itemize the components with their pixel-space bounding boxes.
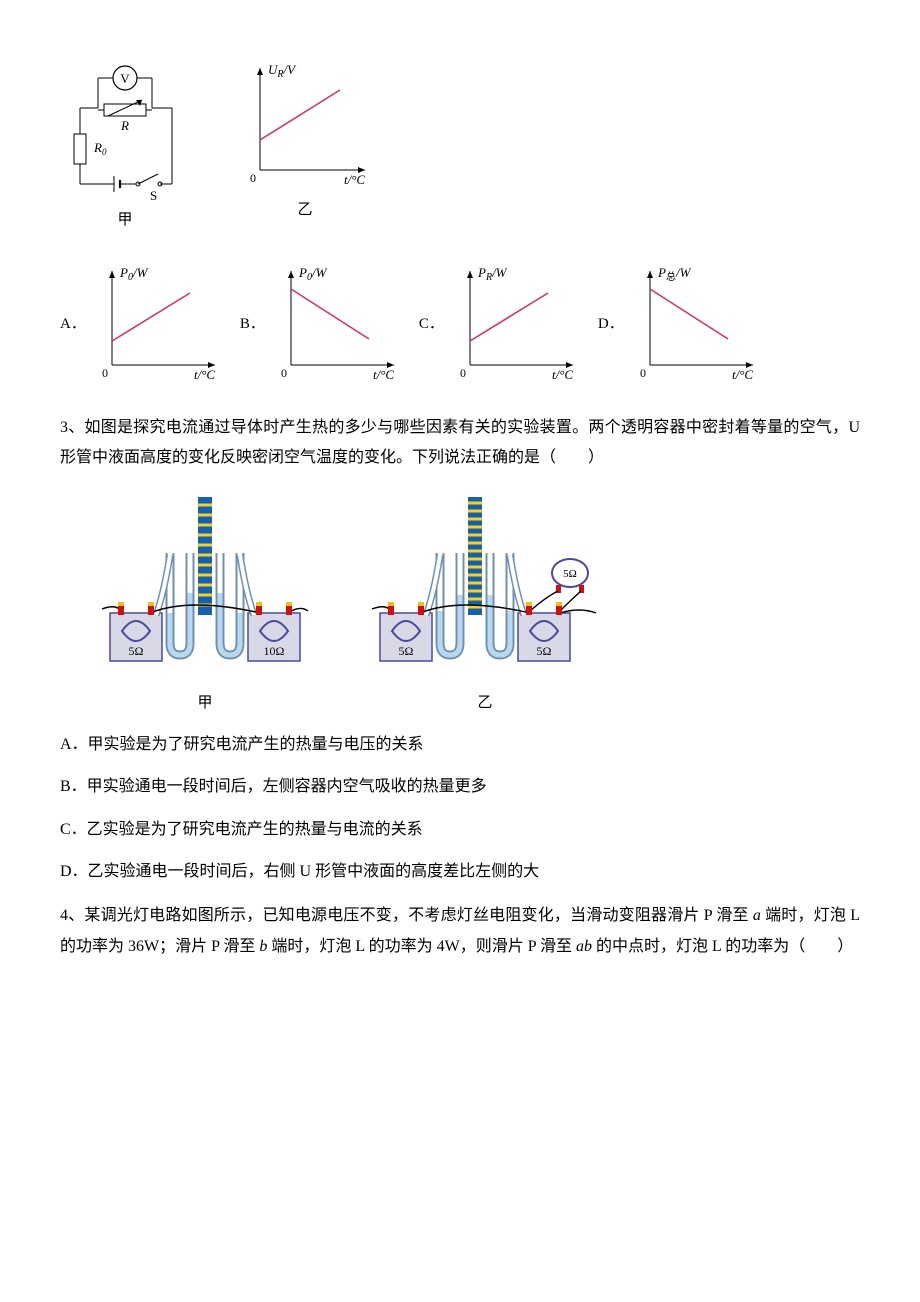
jia-right-r: 10Ω: [264, 644, 285, 658]
question2-options: A． P0/W t/°C 0 B． P0/W t/°C 0 C． PR/W t/…: [60, 265, 860, 385]
yi-left-r: 5Ω: [399, 644, 414, 658]
option-d-graph: P总/W t/°C 0: [628, 265, 758, 385]
reference-graph: UR/V t/°C 0: [240, 60, 370, 190]
graph-yi-ylabel: UR/V: [268, 62, 297, 80]
option-d-letter: D．: [598, 310, 624, 339]
q3-choice-a: A．甲实验是为了研究电流产生的热量与电压的关系: [60, 730, 860, 760]
q3-choice-b: B．甲实验通电一段时间后，左侧容器内空气吸收的热量更多: [60, 772, 860, 802]
var-resistor-label: R: [120, 118, 129, 133]
svg-text:P0/W: P0/W: [298, 265, 328, 283]
svg-text:t/°C: t/°C: [373, 367, 394, 382]
svg-text:0: 0: [640, 366, 646, 380]
circuit-caption: 甲: [117, 206, 132, 235]
q3-yi-caption: 乙: [477, 689, 492, 718]
option-c: C． PR/W t/°C 0: [419, 265, 578, 385]
q3-choice-c: C．乙实验是为了研究电流产生的热量与电流的关系: [60, 815, 860, 845]
q3-figures: 5Ω 10Ω 甲: [100, 493, 860, 718]
svg-text:P0/W: P0/W: [119, 265, 149, 283]
option-a: A． P0/W t/°C 0: [60, 265, 220, 385]
question2-figures-top: V R R0: [60, 60, 860, 235]
q3-text: 3、如图是探究电流通过导体时产生热的多少与哪些因素有关的实验装置。两个透明容器中…: [60, 413, 860, 474]
option-b-letter: B．: [240, 310, 265, 339]
q3-yi-svg: 5Ω 5Ω 5Ω: [370, 493, 600, 683]
fixed-resistor-label: R0: [93, 140, 107, 157]
circuit-jia: V R R0: [60, 60, 190, 235]
graph-yi-origin: 0: [250, 171, 256, 185]
svg-text:t/°C: t/°C: [552, 367, 573, 382]
option-b: B． P0/W t/°C 0: [240, 265, 399, 385]
graph-yi-xlabel: t/°C: [344, 172, 365, 187]
option-c-graph: PR/W t/°C 0: [448, 265, 578, 385]
svg-text:0: 0: [281, 366, 287, 380]
yi-right-r: 5Ω: [537, 644, 552, 658]
circuit-diagram: V R R0: [60, 60, 190, 200]
yi-ext-r: 5Ω: [563, 568, 577, 580]
q3-setup-yi: 5Ω 5Ω 5Ω 乙: [370, 493, 600, 718]
q3-jia-caption: 甲: [197, 689, 212, 718]
option-a-graph: P0/W t/°C 0: [90, 265, 220, 385]
svg-text:t/°C: t/°C: [194, 367, 215, 382]
q3-choices: A．甲实验是为了研究电流产生的热量与电压的关系 B．甲实验通电一段时间后，左侧容…: [60, 730, 860, 888]
svg-text:PR/W: PR/W: [477, 265, 508, 283]
q3-setup-jia: 5Ω 10Ω 甲: [100, 493, 310, 718]
svg-text:0: 0: [102, 366, 108, 380]
graph-yi-caption: 乙: [297, 196, 312, 225]
svg-text:t/°C: t/°C: [732, 367, 753, 382]
option-a-letter: A．: [60, 310, 86, 339]
option-c-letter: C．: [419, 310, 444, 339]
graph-yi: UR/V t/°C 0 乙: [240, 60, 370, 235]
svg-text:P总/W: P总/W: [657, 265, 692, 283]
voltmeter-label: V: [120, 71, 130, 86]
jia-left-r: 5Ω: [129, 644, 144, 658]
q3-jia-svg: 5Ω 10Ω: [100, 493, 310, 683]
option-d: D． P总/W t/°C 0: [598, 265, 758, 385]
q3-choice-d: D．乙实验通电一段时间后，右侧 U 形管中液面的高度差比左侧的大: [60, 857, 860, 887]
switch-label: S: [150, 188, 157, 200]
q4-text: 4、某调光灯电路如图所示，已知电源电压不变，不考虑灯丝电阻变化，当滑动变阻器滑片…: [60, 901, 860, 962]
svg-text:0: 0: [460, 366, 466, 380]
option-b-graph: P0/W t/°C 0: [269, 265, 399, 385]
